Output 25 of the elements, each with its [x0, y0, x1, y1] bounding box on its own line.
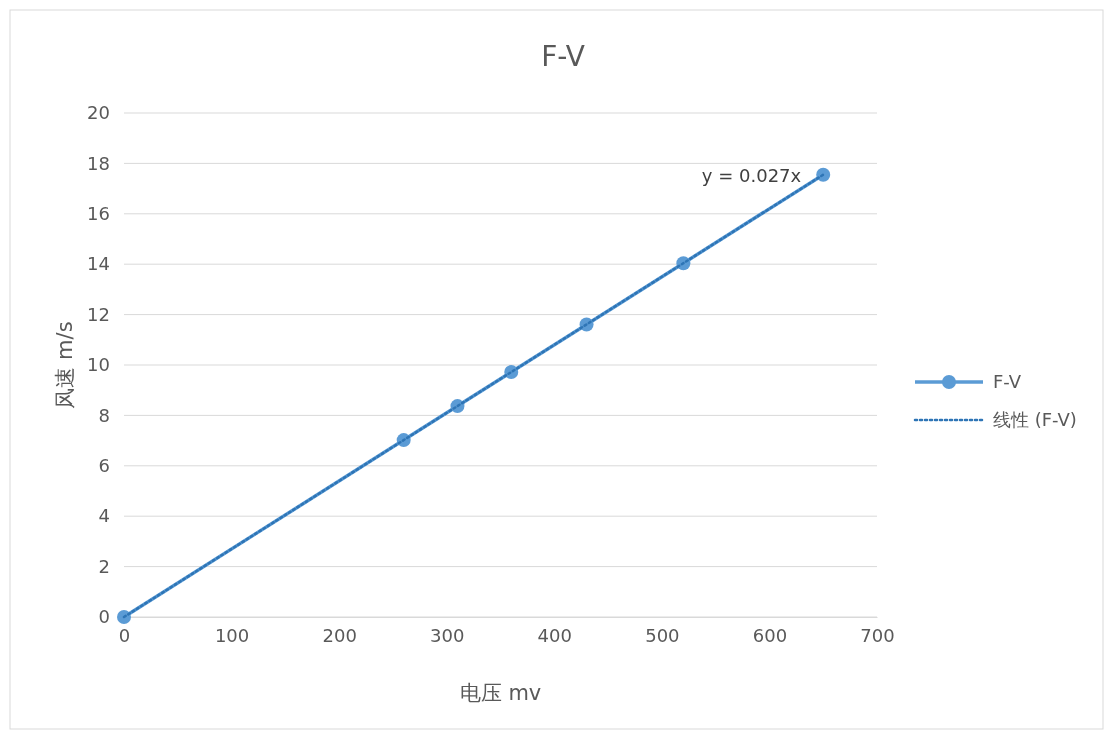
y-tick-label: 0	[98, 606, 110, 628]
y-tick-label: 18	[87, 152, 110, 174]
y-tick-label: 6	[98, 455, 110, 477]
legend-label: F-V	[993, 371, 1022, 392]
y-tick-label: 4	[98, 505, 110, 527]
x-tick-label: 100	[214, 624, 250, 646]
y-tick-label: 8	[98, 404, 110, 426]
x-tick-label: 200	[322, 624, 357, 646]
legend-label: 线性 (F-V)	[993, 409, 1077, 430]
x-tick-label: 500	[645, 624, 680, 646]
annotation: y = 0.027x	[701, 164, 802, 186]
y-axis-title: 风速 m/s	[53, 321, 77, 409]
y-tick-label: 2	[98, 555, 110, 577]
x-tick-label: 300	[430, 624, 465, 646]
chart-title: F-V	[541, 40, 585, 73]
y-tick-label: 16	[87, 203, 110, 225]
x-tick-label: 400	[537, 624, 572, 646]
x-tick-label: 600	[752, 624, 788, 646]
y-tick-label: 10	[87, 354, 110, 376]
y-tick-label: 20	[87, 102, 110, 124]
y-tick-label: 14	[87, 253, 110, 275]
x-axis-title: 电压 mv	[459, 681, 542, 705]
y-tick-label: 12	[87, 303, 110, 325]
x-tick-label: 0	[118, 624, 131, 646]
x-tick-label: 700	[860, 624, 895, 646]
